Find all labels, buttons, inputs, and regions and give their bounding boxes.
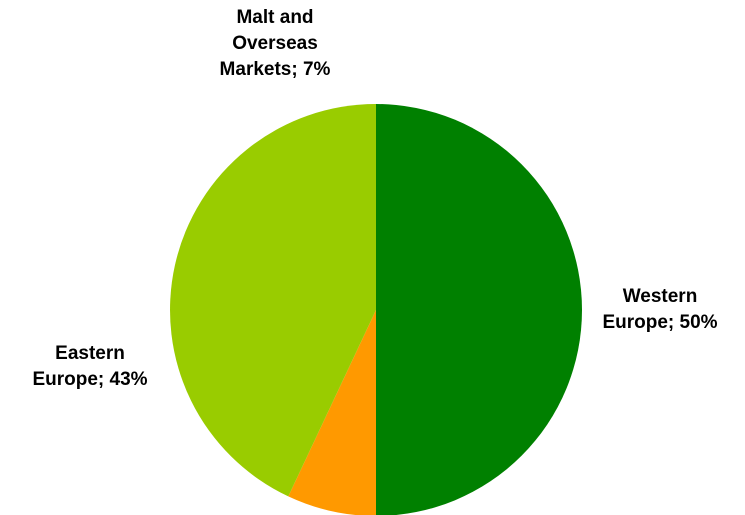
data-label-line: Europe; 50% (602, 312, 718, 333)
pie-slice-western-europe (376, 104, 582, 515)
pie-slice-eastern-europe (170, 104, 376, 497)
data-label-line: Western (622, 286, 698, 307)
data-label-line: Eastern (55, 343, 125, 364)
data-label-line: Overseas (232, 33, 318, 54)
data-label-line: Europe; 43% (32, 369, 148, 390)
data-label-line: Markets; 7% (219, 59, 331, 80)
data-label-western-europe: Western Europe; 50% (590, 284, 730, 336)
data-label-malt-overseas: Malt and Overseas Markets; 7% (195, 5, 355, 83)
data-label-line: Malt and (236, 7, 314, 28)
data-label-eastern-europe: Eastern Europe; 43% (10, 341, 170, 393)
pie-slice-malt-overseas (288, 310, 376, 515)
